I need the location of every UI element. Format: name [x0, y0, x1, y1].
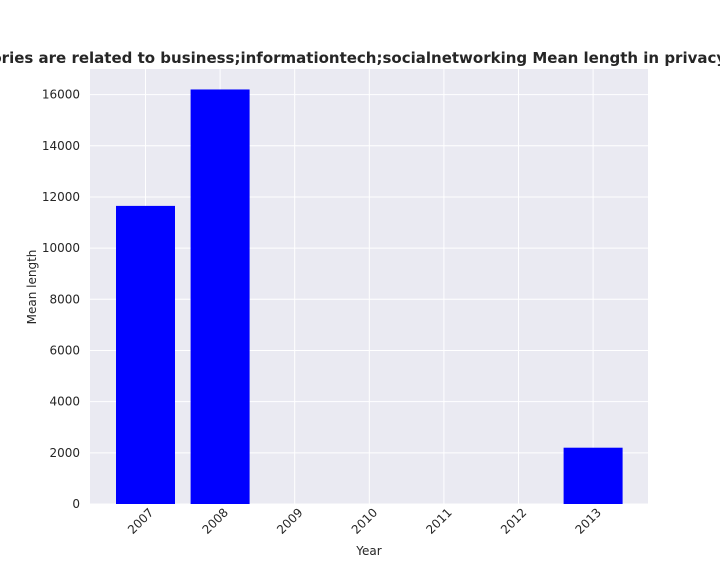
- x-tick-label: 2007: [125, 505, 156, 536]
- y-tick-label: 10000: [42, 241, 80, 255]
- y-tick-label: 16000: [42, 88, 80, 102]
- x-axis-label: Year: [355, 544, 381, 558]
- bar-2007: [116, 205, 175, 504]
- chart-title: Categories are related to business;infor…: [0, 49, 720, 67]
- y-tick-label: 8000: [49, 292, 80, 306]
- y-tick-label: 4000: [49, 395, 80, 409]
- x-tick-label: 2011: [423, 505, 454, 536]
- y-tick-label: 2000: [49, 446, 80, 460]
- x-tick-label: 2010: [349, 505, 380, 536]
- x-tick-labels: 2007 2008 2009 2010 2011 2012 2013: [125, 505, 604, 536]
- y-tick-label: 12000: [42, 190, 80, 204]
- bars: [116, 89, 623, 505]
- x-tick-label: 2012: [498, 505, 529, 536]
- y-tick-label: 14000: [42, 139, 80, 153]
- y-axis-label: Mean length: [25, 250, 39, 325]
- bar-2013: [563, 447, 623, 504]
- y-tick-label: 6000: [49, 343, 80, 357]
- x-tick-label: 2013: [573, 505, 604, 536]
- y-tick-label: 0: [72, 497, 80, 511]
- bar-2008: [190, 89, 250, 505]
- x-tick-label: 2008: [200, 505, 231, 536]
- y-tick-labels: 0 2000 4000 6000 8000 10000 12000 14000 16000: [42, 88, 80, 511]
- x-tick-label: 2009: [274, 505, 305, 536]
